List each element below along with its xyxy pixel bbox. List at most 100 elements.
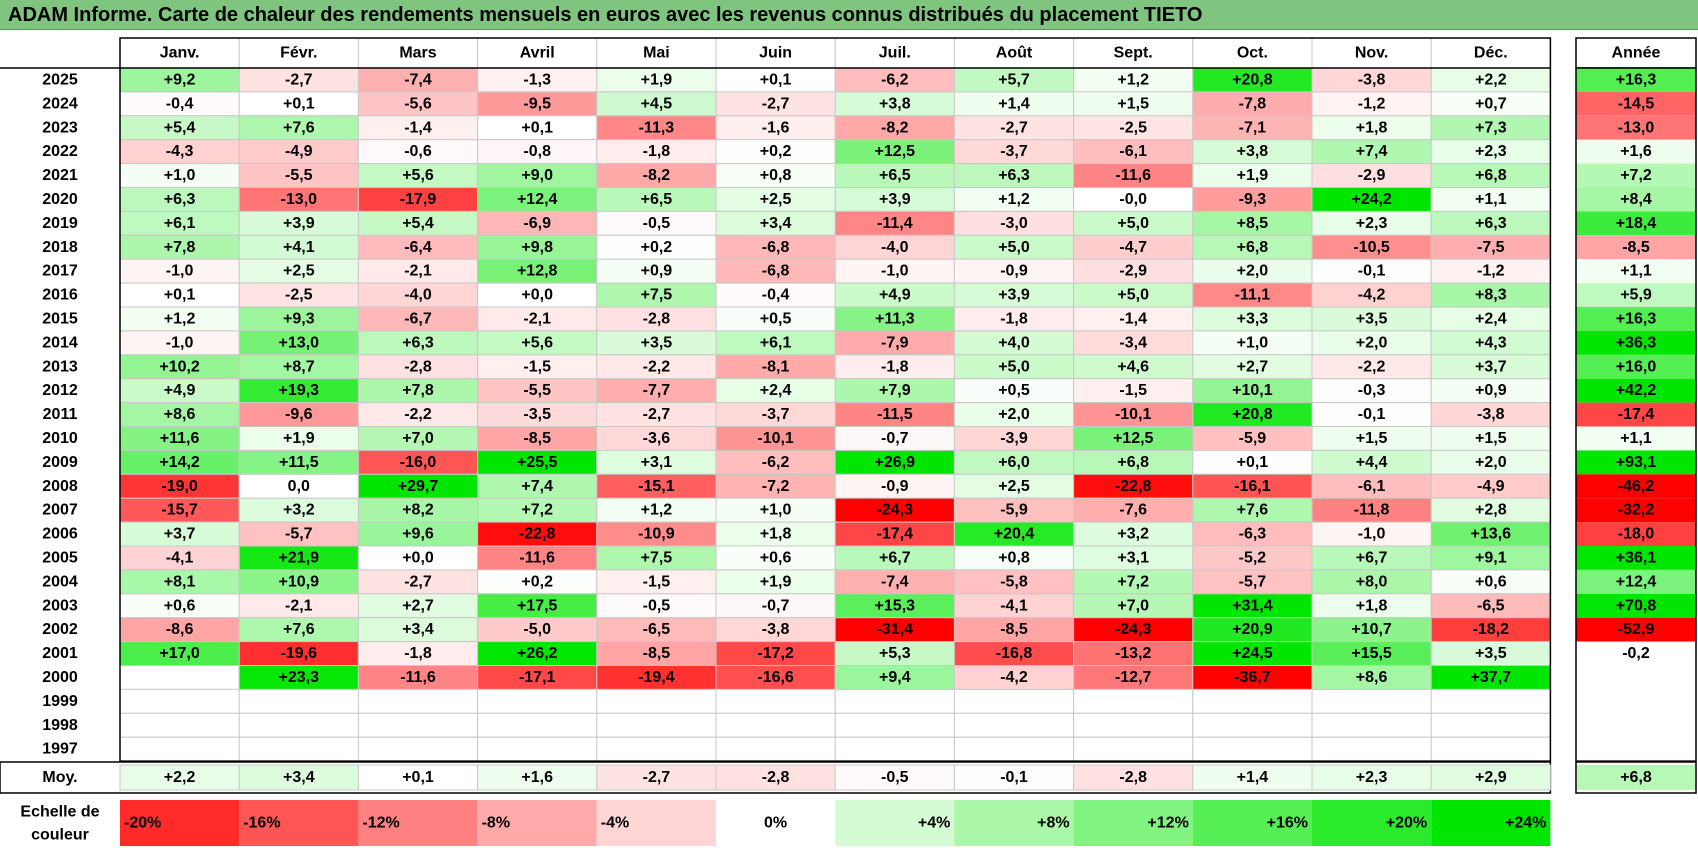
row-label-year: 2007 <box>42 502 78 519</box>
cell-value: +6,3 <box>402 334 434 351</box>
cell-value: +1,0 <box>164 167 196 184</box>
cell-value: -1,0 <box>881 263 909 280</box>
scale-stop-label: -20% <box>124 815 161 832</box>
cell-value: +6,5 <box>879 167 911 184</box>
cell-value: +6,3 <box>164 191 196 208</box>
cell-value: -7,7 <box>643 382 671 399</box>
row-label-year: 2011 <box>43 406 78 423</box>
average-value: -0,5 <box>881 769 909 786</box>
cell-value: +7,0 <box>1117 597 1149 614</box>
cell-value: -1,5 <box>523 358 551 375</box>
cell-value: +5,4 <box>402 215 434 232</box>
heatmap-cell <box>953 712 1075 738</box>
heatmap-cell <box>477 712 598 738</box>
year-cell <box>1576 689 1696 714</box>
cell-value: +20,4 <box>994 526 1035 543</box>
year-value: +36,3 <box>1616 334 1657 351</box>
cell-value: +11,5 <box>279 454 319 471</box>
cell-value: +7,2 <box>521 502 553 519</box>
row-label-year: 2002 <box>42 621 78 638</box>
cell-value: -4,2 <box>1000 669 1028 686</box>
cell-value: +13,0 <box>279 334 320 351</box>
cell-value: -4,1 <box>1000 597 1028 614</box>
cell-value: +20,9 <box>1232 621 1273 638</box>
year-value: -52,9 <box>1618 621 1655 638</box>
cell-value: -5,6 <box>404 95 432 112</box>
cell-value: -5,5 <box>285 167 313 184</box>
cell-value: +5,0 <box>1117 287 1149 304</box>
cell-value: +1,8 <box>1356 597 1388 614</box>
scale-stop-label: +4% <box>918 815 950 832</box>
cell-value: -1,2 <box>1358 95 1386 112</box>
cell-value: -2,9 <box>1119 263 1147 280</box>
heatmap-cell <box>1073 712 1194 738</box>
cell-value: -11,5 <box>877 406 913 423</box>
year-cell <box>1576 307 1696 331</box>
cell-value: -9,3 <box>1239 191 1267 208</box>
heatmap-cell <box>596 688 717 714</box>
year-cell <box>1576 91 1696 116</box>
cell-value: +5,0 <box>998 358 1030 375</box>
cell-value: -13,0 <box>281 191 318 208</box>
header-cell <box>834 37 955 69</box>
year-cell <box>1576 259 1696 284</box>
cell-value: -16,8 <box>996 645 1033 662</box>
cell-value: +0,8 <box>760 167 792 184</box>
cell-value: -22,8 <box>1115 478 1152 495</box>
cell-value: -3,5 <box>523 406 551 423</box>
heatmap-cell <box>1073 736 1194 762</box>
cell-value: -8,1 <box>762 358 790 375</box>
cell-value: +2,7 <box>402 597 434 614</box>
cell-value: +12,5 <box>875 143 916 160</box>
cell-value: +17,5 <box>517 597 558 614</box>
cell-value: +8,5 <box>1237 215 1269 232</box>
year-cell <box>1576 522 1696 546</box>
cell-value: +13,6 <box>1471 526 1512 543</box>
scale-stop-label: +20% <box>1386 815 1427 832</box>
row-label-year: 2008 <box>42 478 78 495</box>
cell-value: -3,7 <box>762 406 790 423</box>
cell-value: +0,7 <box>1475 95 1507 112</box>
cell-value: +5,0 <box>1117 215 1149 232</box>
cell-value: +4,9 <box>164 382 196 399</box>
cell-value: -2,7 <box>404 573 432 590</box>
cell-value: +2,3 <box>1356 215 1388 232</box>
average-cell <box>834 764 955 791</box>
heatmap-cell <box>715 736 836 762</box>
cell-value: -1,0 <box>166 334 194 351</box>
cell-value: -3,8 <box>1358 71 1386 88</box>
row-label-year: 2005 <box>42 549 78 566</box>
cell-value: -3,4 <box>1119 334 1147 351</box>
cell-value: -7,2 <box>762 478 790 495</box>
cell-value: +5,6 <box>402 167 434 184</box>
year-value: +1,1 <box>1620 263 1652 280</box>
cell-value: -1,2 <box>1477 263 1505 280</box>
cell-value: -9,6 <box>285 406 313 423</box>
year-value: +7,2 <box>1620 167 1652 184</box>
heatmap-cell <box>357 688 479 714</box>
cell-value: +4,5 <box>641 95 673 112</box>
cell-value: -5,9 <box>1000 502 1028 519</box>
heatmap-cell <box>834 712 955 738</box>
cell-value: -2,2 <box>643 358 671 375</box>
average-value: +2,9 <box>1475 769 1507 786</box>
cell-value: -7,9 <box>881 334 909 351</box>
cell-value: +10,9 <box>279 573 320 590</box>
heatmap-cell <box>1430 736 1551 762</box>
cell-value: +2,5 <box>998 478 1030 495</box>
column-header-label: Oct. <box>1237 45 1268 62</box>
heatmap-cell <box>119 665 240 690</box>
year-value: +8,4 <box>1620 191 1652 208</box>
cell-value: +5,6 <box>521 334 553 351</box>
cell-value: +2,4 <box>1475 310 1507 327</box>
average-value: -2,8 <box>762 769 790 786</box>
cell-value: +37,7 <box>1471 669 1512 686</box>
cell-value: +9,1 <box>1475 549 1507 566</box>
cell-value: +1,1 <box>1475 191 1507 208</box>
row-label-year: 2004 <box>42 573 78 590</box>
cell-value: +20,8 <box>1232 406 1273 423</box>
cell-value: +23,3 <box>279 669 320 686</box>
scale-swatch <box>358 800 478 846</box>
cell-value: -0,9 <box>1000 263 1028 280</box>
